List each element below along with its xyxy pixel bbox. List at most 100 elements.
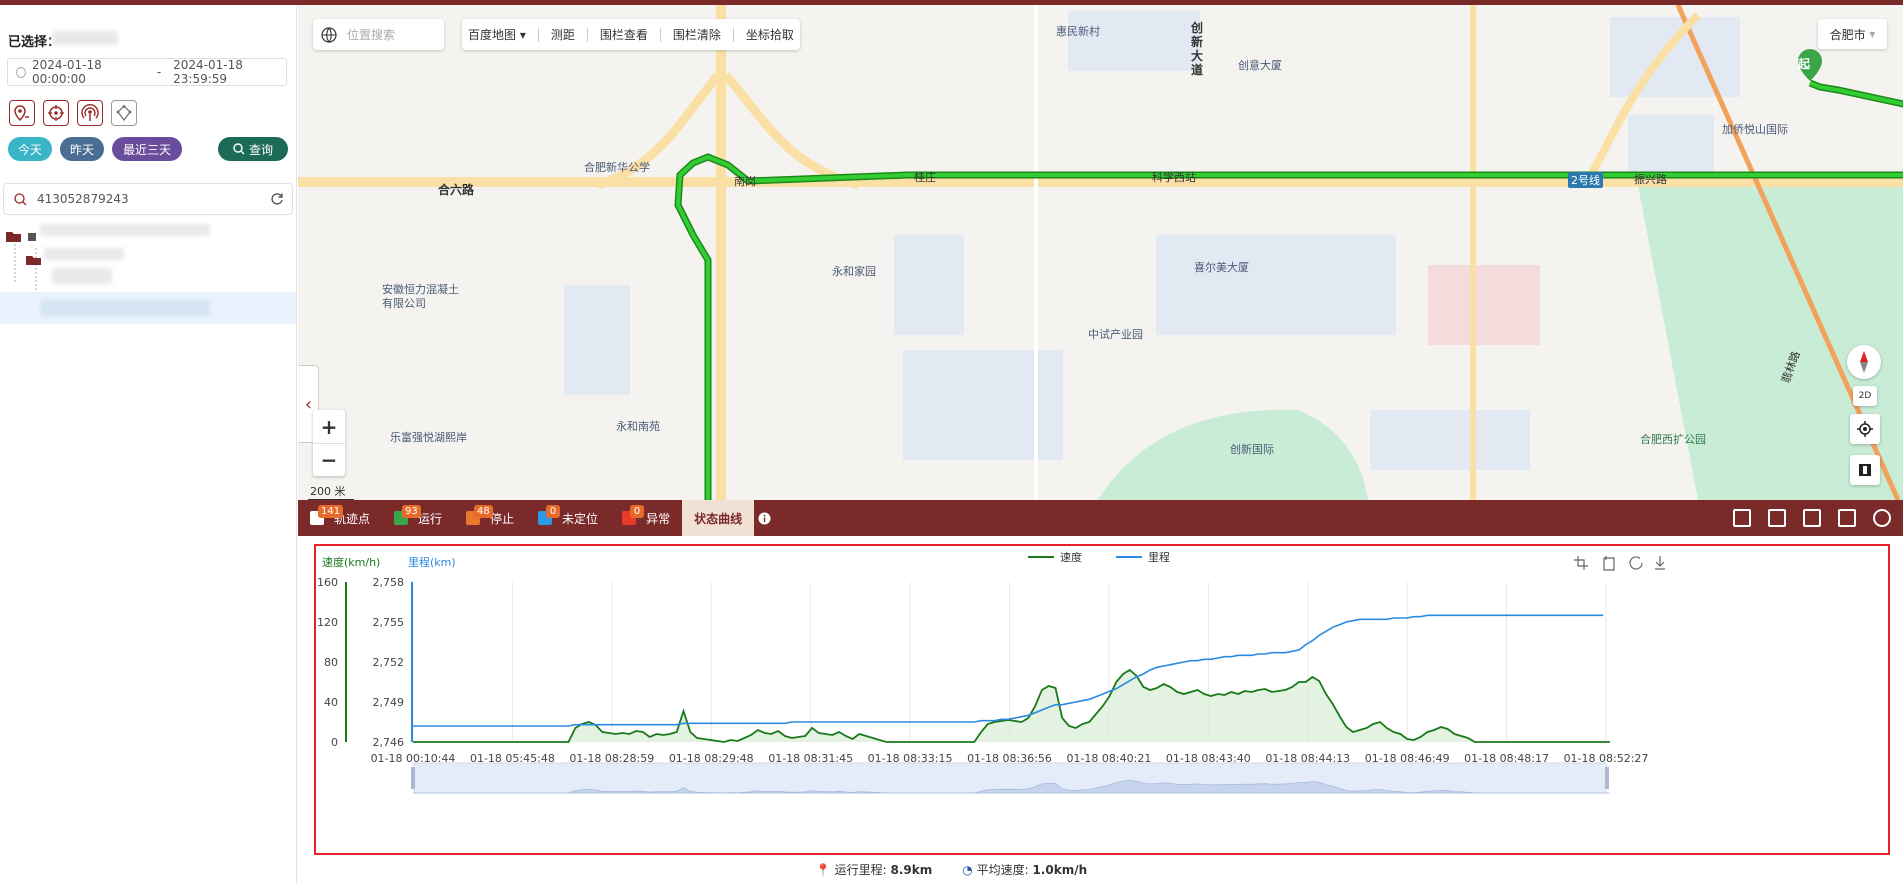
zoom-in-button[interactable]: +	[320, 414, 338, 439]
speedometer-icon: ◔	[962, 863, 973, 877]
compass-icon[interactable]	[1847, 345, 1881, 379]
settings-gear-icon[interactable]	[1873, 509, 1891, 527]
last-three-days-button[interactable]: 最近三天	[112, 137, 182, 161]
map-type-label: 百度地图	[468, 28, 517, 42]
fence-clear-button[interactable]: 围栏清除	[672, 28, 721, 42]
road-label: 大	[1191, 49, 1204, 63]
fence-view-button[interactable]: 围栏查看	[599, 28, 648, 42]
date-separator: -	[156, 65, 162, 79]
tree-item-redacted	[52, 268, 112, 284]
refresh-icon[interactable]	[270, 192, 284, 206]
tree-item-redacted	[44, 248, 124, 260]
divider	[586, 27, 588, 42]
poi-label: 安徽恒力混凝土	[382, 283, 459, 296]
speed-area	[413, 670, 1610, 742]
station-label: 南岗	[734, 175, 756, 188]
poi-label: 永和南苑	[616, 420, 660, 433]
x-tick-label: 01-18 08:31:45	[768, 752, 853, 765]
mileage-summary: 📍 运行里程: 8.9km	[816, 861, 932, 878]
selected-label: 已选择：	[8, 35, 61, 50]
share-icon[interactable]	[1838, 509, 1856, 527]
today-button[interactable]: 今天	[8, 137, 52, 161]
count-badge: 48	[474, 505, 493, 518]
start-marker-label: 起	[1798, 57, 1811, 71]
yesterday-button[interactable]: 昨天	[60, 137, 104, 161]
globe-icon	[321, 26, 337, 43]
zoom-out-button[interactable]: −	[313, 443, 345, 476]
speed-tick-label: 160	[317, 576, 338, 589]
speed-tick-label: 40	[324, 696, 338, 709]
query-button[interactable]: 查询	[218, 137, 288, 161]
tab-status-curve[interactable]: 状态曲线	[682, 500, 755, 536]
mode-2d-button[interactable]: 2D	[1853, 386, 1877, 406]
tab-running[interactable]: 93 运行	[382, 500, 454, 536]
trip-summary: 📍 运行里程: 8.9km ◔ 平均速度: 1.0km/h	[0, 855, 1903, 884]
city-selector[interactable]: 合肥市 ▾	[1818, 19, 1887, 49]
tab-track-points[interactable]: 141 轨迹点	[298, 500, 382, 536]
query-label: 查询	[248, 142, 273, 157]
count-badge: 141	[318, 505, 344, 518]
clock-icon	[16, 66, 26, 78]
chevron-left-icon: ‹	[304, 393, 313, 415]
road-label: 创	[1191, 21, 1204, 35]
map-type-dropdown[interactable]: 百度地图 ▾	[468, 28, 526, 42]
export-image-icon[interactable]	[1803, 509, 1821, 527]
info-icon[interactable]	[754, 500, 775, 536]
fullscreen-icon[interactable]	[1768, 509, 1786, 527]
tool-icon-row	[9, 100, 137, 126]
map-scale: 200 米	[308, 483, 354, 500]
map-toolbar: 百度地图 ▾ 测距 围栏查看 围栏清除 坐标拾取	[462, 19, 800, 50]
data-zoom-handle-left	[411, 767, 415, 789]
layer-icon[interactable]	[1850, 455, 1880, 485]
x-tick-label: 01-18 08:29:48	[669, 752, 754, 765]
poi-label: 创意大厦	[1238, 59, 1282, 72]
map-search-input[interactable]: 位置搜索	[313, 19, 444, 50]
date-range-picker[interactable]: 2024-01-18 00:00:00 - 2024-01-18 23:59:5…	[7, 58, 287, 86]
x-tick-label: 01-18 08:52:27	[1564, 752, 1649, 765]
fit-view-icon[interactable]	[1733, 509, 1751, 527]
tab-stopped[interactable]: 48 停止	[454, 500, 526, 536]
poi-label: 合肥新华公学	[584, 161, 650, 174]
data-zoom-preview	[413, 779, 1610, 794]
chevron-down-icon: ▾	[1869, 27, 1876, 41]
map-view[interactable]: 起 位置搜索 百度地图 ▾ 测距 围栏查看 围栏清除 坐标拾取 合肥市 ▾ 惠民…	[298, 5, 1903, 500]
date-end: 2024-01-18 23:59:59	[173, 58, 243, 86]
mileage-tick-label: 2,746	[373, 736, 405, 749]
top-bar	[0, 0, 1903, 5]
mileage-tick-label: 2,755	[373, 616, 405, 629]
zoom-reset-icon	[1603, 556, 1615, 571]
count-badge: 0	[630, 505, 645, 518]
sidebar: 已选择： 2024-01-18 00:00:00 - 2024-01-18 23…	[0, 5, 297, 884]
tab-unlocated[interactable]: 0 未定位	[526, 500, 610, 536]
legend-speed-label: 速度	[1060, 550, 1082, 564]
poi-label: 中试产业园	[1088, 328, 1143, 341]
mileage-label: 运行里程:	[834, 863, 887, 877]
device-search-input[interactable]: 413052879243	[3, 183, 293, 215]
road-label: 新	[1191, 35, 1204, 49]
x-tick-label: 01-18 08:36:56	[967, 752, 1052, 765]
signal-icon[interactable]	[77, 100, 103, 126]
legend-mileage-label: 里程	[1148, 551, 1170, 564]
tab-label: 未定位	[562, 511, 599, 526]
tree-selected-row[interactable]	[0, 292, 296, 324]
coordinate-pick-button[interactable]: 坐标拾取	[745, 28, 794, 42]
tab-label: 运行	[418, 511, 443, 526]
poi-label: 喜尔美大厦	[1194, 261, 1249, 274]
selected-vehicle-redacted	[52, 31, 118, 45]
map-pin-icon[interactable]	[9, 100, 35, 126]
mileage-axis-title: 里程(km)	[408, 556, 456, 569]
locate-icon[interactable]	[1850, 414, 1880, 444]
count-badge: 93	[402, 505, 421, 518]
tab-abnormal[interactable]: 0 异常	[610, 500, 682, 536]
date-start: 2024-01-18 00:00:00	[31, 58, 102, 86]
share-nodes-icon[interactable]	[111, 100, 137, 126]
status-bar-tools	[1733, 509, 1891, 527]
chart-svg[interactable]: 速度 里程 速度(km/h) 里程(km) 01-18 00:10:44 01-1…	[316, 546, 1888, 853]
station-label: 振兴路	[1634, 173, 1667, 186]
speed-tick-label: 0	[331, 736, 338, 749]
measure-button[interactable]: 测距	[550, 28, 575, 42]
folder-icon	[26, 256, 41, 265]
target-icon[interactable]	[43, 100, 69, 126]
speed-value: 1.0km/h	[1032, 863, 1088, 877]
data-zoom-handle-right	[1605, 767, 1609, 789]
